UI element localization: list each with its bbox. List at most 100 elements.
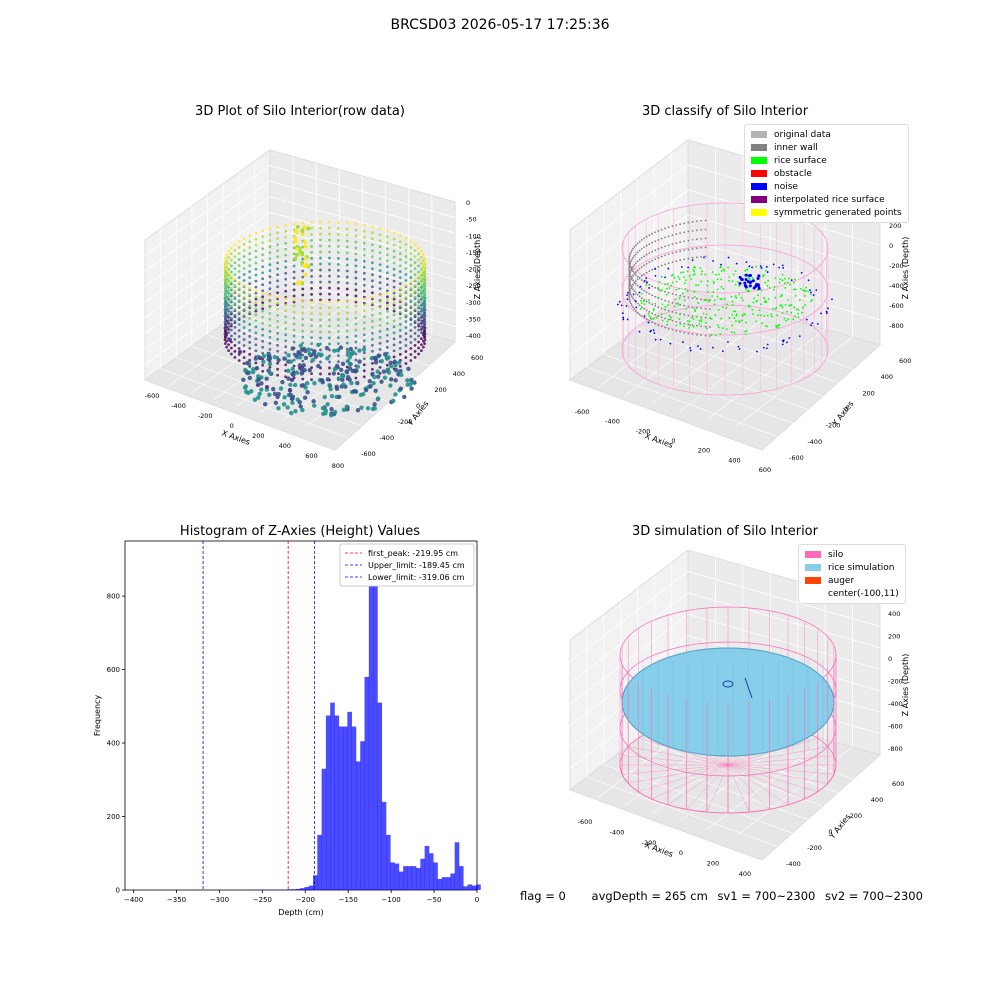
raw-point (345, 347, 349, 351)
classify-plot-title: 3D classify of Silo Interior (641, 104, 809, 119)
rice-surface-point (683, 276, 685, 279)
raw-point (290, 400, 295, 405)
raw-point (402, 394, 407, 400)
rice-surface-point (767, 298, 770, 300)
inner-wall-point (687, 332, 690, 335)
raw-point (362, 363, 366, 367)
rice-surface-point (695, 284, 697, 287)
noise-point (766, 271, 769, 273)
rice-surface-point (784, 277, 786, 280)
raw-point (227, 283, 231, 287)
rice-surface-point (735, 320, 737, 323)
raw-point (225, 267, 229, 271)
rice-surface-point (789, 283, 791, 286)
legend-item-original-data: original data (751, 128, 902, 141)
raw-point (282, 395, 287, 400)
raw-point (229, 246, 233, 250)
inner-wall-point (667, 291, 670, 294)
raw-point (261, 327, 265, 331)
rice-surface-point (745, 321, 748, 324)
rice-surface-point (721, 306, 724, 309)
noise-point (654, 338, 657, 341)
histogram-bar (411, 866, 417, 890)
raw-point (224, 306, 227, 309)
inner-wall-point (660, 246, 663, 249)
x-tick-label: -600 (575, 408, 590, 416)
rice-surface-point (733, 317, 736, 319)
grid-line (706, 329, 826, 420)
inner-wall-point (628, 264, 631, 267)
inner-wall-point (636, 311, 639, 314)
inner-wall-point (691, 229, 694, 232)
raw-point (354, 276, 358, 280)
raw-point (328, 372, 331, 376)
y-tick-label: 600 (892, 780, 904, 788)
rice-surface-point (706, 280, 709, 282)
rice-surface-point (760, 314, 762, 317)
rice-surface-point (790, 311, 793, 314)
rice-surface-point (734, 283, 737, 286)
inner-wall-point (709, 326, 711, 328)
inner-wall-point (700, 316, 703, 319)
noise-point (667, 267, 670, 270)
raw-point (332, 366, 338, 372)
rice-surface-point (685, 307, 688, 310)
raw-point (242, 320, 246, 323)
inner-wall-point (691, 238, 694, 241)
raw-point (229, 304, 233, 308)
raw-point (354, 288, 358, 292)
raw-point (354, 322, 358, 326)
raw-point (384, 355, 390, 361)
raw-point (345, 341, 349, 345)
noise-point (691, 259, 694, 262)
raw-point (409, 335, 413, 338)
inner-wall-point (660, 298, 663, 301)
inner-wall-point (679, 250, 682, 253)
rice-surface-point (726, 303, 728, 306)
raw-point (362, 351, 366, 355)
noise-point (687, 266, 690, 269)
raw-point (256, 377, 261, 382)
raw-point (301, 305, 305, 309)
raw-point (268, 311, 272, 315)
raw-point (362, 283, 366, 287)
raw-point (227, 325, 231, 329)
inner-wall-point (640, 288, 643, 290)
noise-point (740, 277, 744, 281)
noise-point (757, 274, 761, 278)
raw-point (362, 375, 366, 379)
rice-surface-point (740, 319, 743, 322)
rice-surface-point (773, 288, 775, 291)
raw-point (237, 335, 241, 338)
inner-wall-point (657, 324, 660, 326)
raw-point (268, 323, 272, 327)
histogram-bar (416, 867, 421, 890)
raw-point (404, 308, 408, 311)
noise-point (748, 284, 752, 288)
rice-surface-point (728, 276, 731, 278)
rice-surface-point (760, 289, 763, 292)
z-tick-label: -400 (889, 282, 904, 290)
rice-surface-point (649, 316, 652, 319)
rice-surface-point (673, 305, 676, 308)
raw-point (284, 375, 288, 379)
rice-surface-point (666, 287, 668, 290)
rice-surface-point (794, 315, 796, 318)
rice-surface-point (761, 322, 764, 325)
grid-line (620, 341, 813, 412)
raw-3d-plot: -600-400-2000200400600800-600-400-200020… (143, 149, 483, 470)
legend-label: first_peak: -219.95 cm (368, 549, 458, 558)
raw-point (225, 315, 229, 319)
rice-surface-point (751, 277, 754, 279)
raw-point (254, 331, 258, 335)
rice-surface-point (760, 303, 762, 306)
raw-point (413, 307, 417, 311)
raw-point (233, 301, 237, 305)
raw-point (247, 375, 253, 381)
raw-point (370, 367, 374, 371)
raw-point (242, 290, 246, 293)
raw-point (337, 360, 340, 364)
raw-point (301, 323, 305, 327)
raw-point (354, 310, 358, 314)
rice-surface-point (787, 318, 790, 320)
